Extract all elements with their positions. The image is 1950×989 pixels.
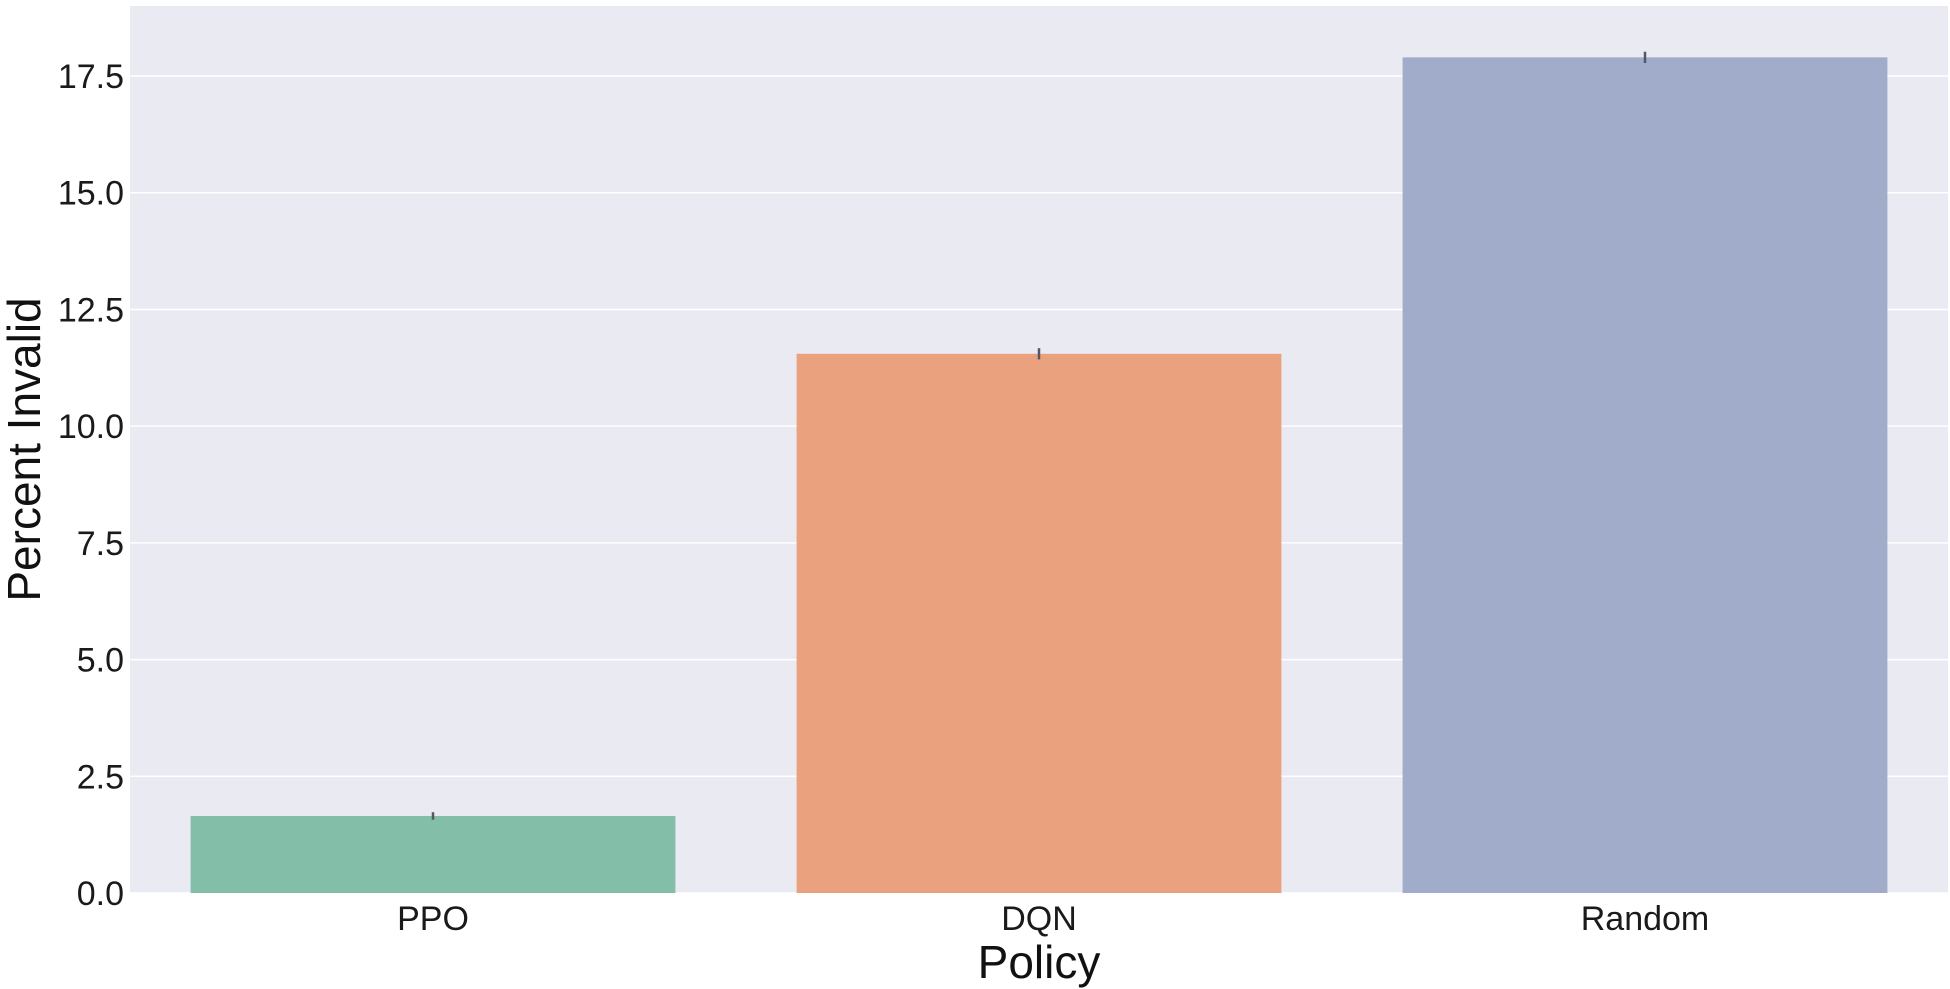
bar-ppo (190, 815, 676, 893)
y-tick-label: 10.0 (58, 408, 124, 446)
x-tick-label: DQN (1001, 900, 1077, 938)
bar-dqn (796, 353, 1282, 893)
error-bars (431, 51, 1647, 820)
y-tick-label: 17.5 (58, 58, 124, 96)
x-tick-label: Random (1581, 900, 1710, 938)
bars (190, 57, 1888, 893)
y-tick-label: 12.5 (58, 291, 124, 329)
x-axis-ticks: PPO DQN Random (397, 900, 1709, 938)
x-tick-label: PPO (397, 900, 469, 938)
y-tick-label: 2.5 (77, 758, 124, 796)
y-axis-title: Percent Invalid (0, 297, 50, 601)
y-tick-label: 7.5 (77, 525, 124, 563)
x-axis-title: Policy (978, 936, 1101, 988)
y-tick-label: 0.0 (77, 875, 124, 913)
bar-random (1402, 57, 1888, 893)
y-tick-label: 15.0 (58, 175, 124, 213)
y-axis-ticks: 0.0 2.5 5.0 7.5 10.0 12.5 15.0 17.5 (58, 58, 124, 913)
y-tick-label: 5.0 (77, 642, 124, 680)
